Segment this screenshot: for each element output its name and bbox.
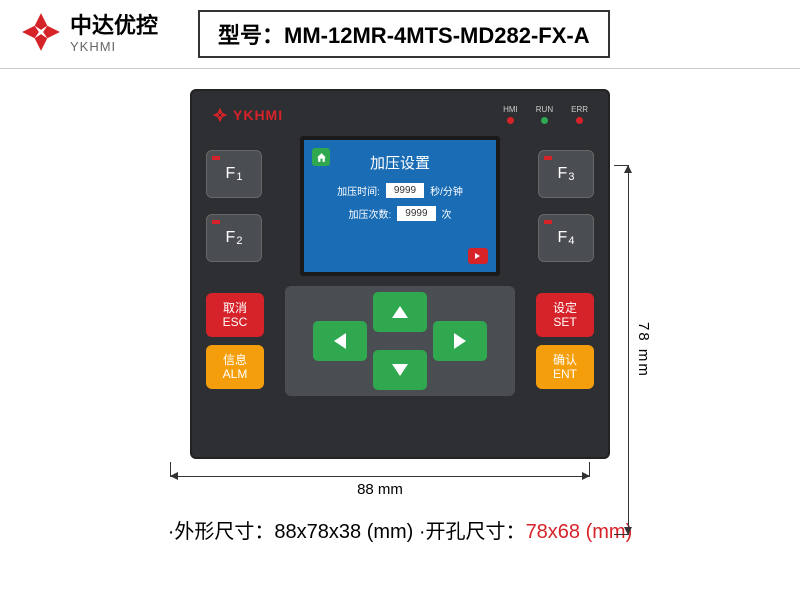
model-box: 型号：MM-12MR-4MTS-MD282-FX-A — [198, 10, 610, 58]
led-run: RUN — [536, 105, 553, 124]
set-button[interactable]: 设定SET — [536, 293, 594, 337]
right-action-col: 设定SET 确认ENT — [536, 293, 594, 389]
brand-name-cn: 中达优控 — [70, 13, 158, 39]
brand-logo-icon — [20, 11, 62, 58]
arrow-down-button[interactable] — [373, 350, 427, 390]
f4-button[interactable]: F4 — [538, 214, 594, 262]
led-err: ERR — [571, 105, 588, 124]
device-bottom-row: 取消ESC 信息ALM 设定SET 确认ENT — [206, 286, 594, 396]
pressure-count-value: 9999 — [397, 206, 435, 221]
alm-button[interactable]: 信息ALM — [206, 345, 264, 389]
cutout-label: ·开孔尺寸： — [413, 521, 525, 543]
led-indicators: HMI RUN ERR — [503, 105, 588, 124]
screen-row-2: 加压次数: 9999 次 — [348, 206, 451, 221]
esc-button[interactable]: 取消ESC — [206, 293, 264, 337]
logo-area: 中达优控 YKHMI — [20, 11, 158, 58]
screen-title: 加压设置 — [370, 152, 430, 173]
dim-width-label: 88 mm — [357, 481, 403, 498]
device-screen: 加压设置 加压时间: 9999 秒/分钟 加压次数: 9999 次 — [300, 136, 500, 276]
device-logo-icon — [212, 107, 228, 123]
led-dot-err — [576, 117, 583, 124]
main-area: YKHMI HMI RUN ERR F1 F2 加压设置 加压时间: 9999 … — [0, 69, 800, 469]
next-icon[interactable] — [468, 248, 488, 264]
header: 中达优控 YKHMI 型号：MM-12MR-4MTS-MD282-FX-A — [0, 0, 800, 69]
dim-v-line — [628, 165, 629, 535]
led-hmi: HMI — [503, 105, 518, 124]
f-col-right: F3 F4 — [538, 150, 594, 262]
outline-label: ·外形尺寸： — [168, 521, 275, 543]
f-col-left: F1 F2 — [206, 150, 262, 262]
device-top-bar: YKHMI HMI RUN ERR — [206, 103, 594, 126]
arrow-right-button[interactable] — [433, 321, 487, 361]
led-dot-run — [541, 117, 548, 124]
device-brand: YKHMI — [212, 107, 283, 123]
outline-value: 88x78x38 (mm) — [274, 521, 413, 543]
dpad — [285, 286, 515, 396]
brand-text: 中达优控 YKHMI — [70, 13, 158, 55]
arrow-up-button[interactable] — [373, 292, 427, 332]
screen-row-1: 加压时间: 9999 秒/分钟 — [337, 183, 463, 198]
dimension-vertical: 78 mm — [628, 165, 652, 535]
brand-name-en: YKHMI — [70, 39, 158, 55]
device-brand-text: YKHMI — [233, 107, 283, 123]
hmi-device: YKHMI HMI RUN ERR F1 F2 加压设置 加压时间: 9999 … — [190, 89, 610, 459]
pressure-time-value: 9999 — [386, 183, 424, 198]
home-icon[interactable] — [312, 148, 330, 166]
model-value: MM-12MR-4MTS-MD282-FX-A — [284, 23, 590, 48]
cutout-value: 78x68 (mm) — [526, 521, 633, 543]
dim-h-line — [170, 476, 590, 477]
model-label: 型号： — [218, 23, 284, 48]
arrow-left-button[interactable] — [313, 321, 367, 361]
f1-button[interactable]: F1 — [206, 150, 262, 198]
dimension-horizontal: 88 mm — [170, 476, 590, 498]
left-action-col: 取消ESC 信息ALM — [206, 293, 264, 389]
f2-button[interactable]: F2 — [206, 214, 262, 262]
ent-button[interactable]: 确认ENT — [536, 345, 594, 389]
led-dot-hmi — [507, 117, 514, 124]
f3-button[interactable]: F3 — [538, 150, 594, 198]
dim-height-label: 78 mm — [635, 322, 652, 378]
device-mid-row: F1 F2 加压设置 加压时间: 9999 秒/分钟 加压次数: 9999 次 — [206, 136, 594, 276]
